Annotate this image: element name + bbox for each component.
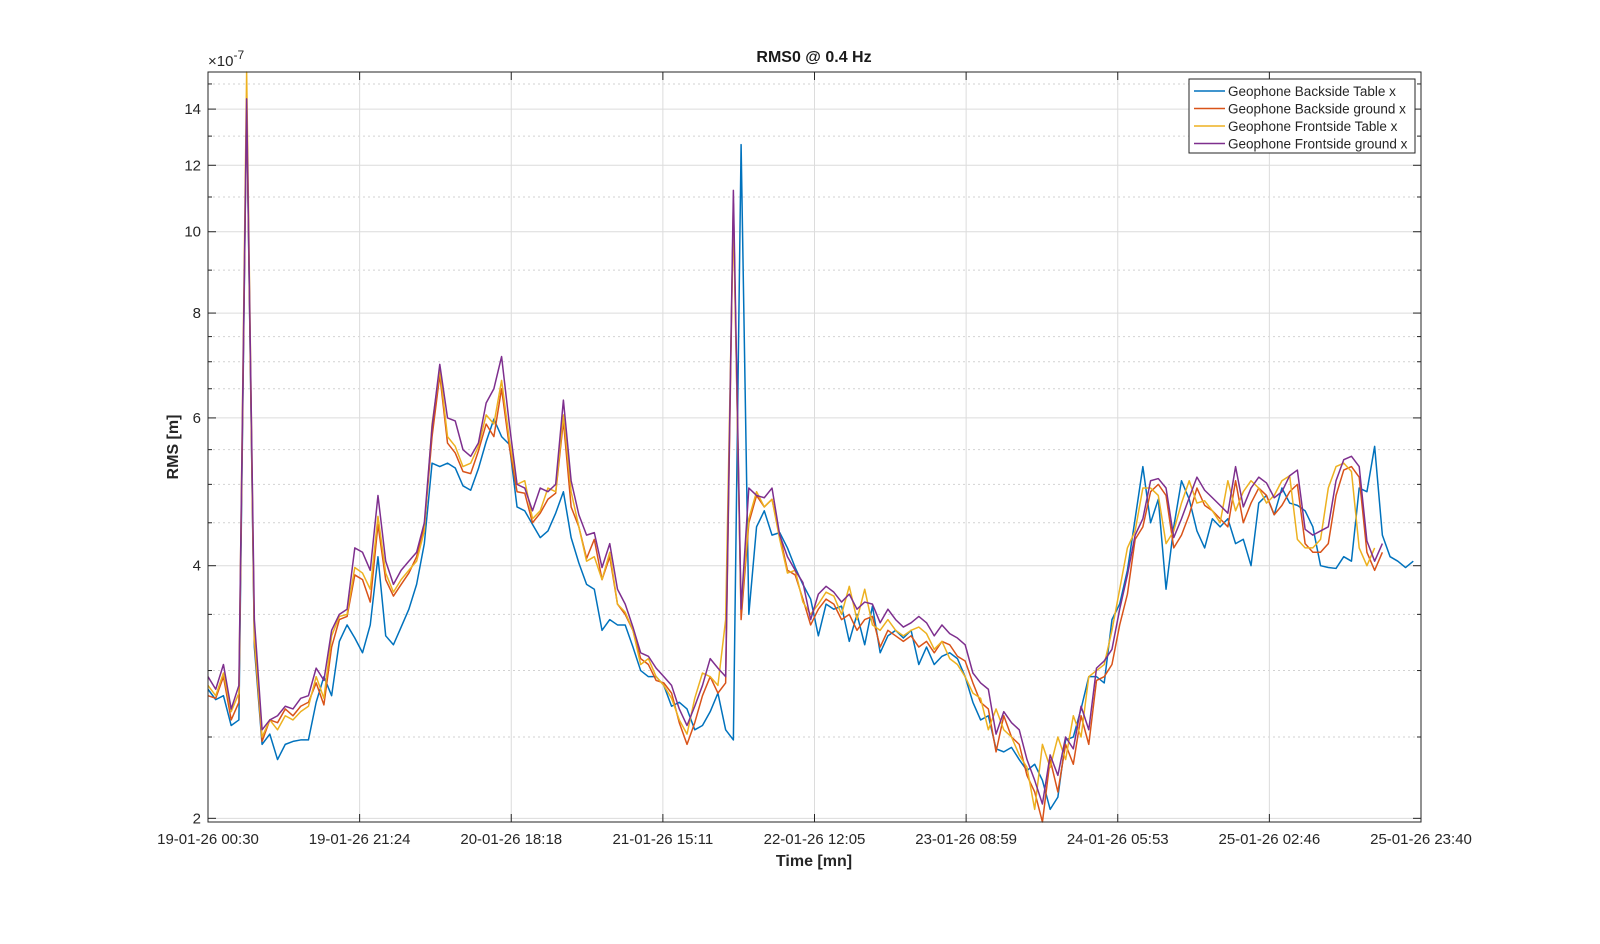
x-tick-label: 24-01-26 05:53 xyxy=(1067,831,1169,848)
legend-label: Geophone Frontside ground x xyxy=(1228,137,1408,152)
y-exponent-label: ×10-7 xyxy=(208,48,244,70)
y-axis-title: RMS [m] xyxy=(165,415,182,480)
legend: Geophone Backside Table x Geophone Backsi… xyxy=(1188,78,1416,154)
series-line-3 xyxy=(207,71,1376,811)
legend-label: Geophone Backside Table x xyxy=(1228,84,1396,99)
chart-title: RMS0 @ 0.4 Hz xyxy=(756,49,871,66)
x-tick-label: 21-01-26 15:11 xyxy=(613,831,714,848)
x-tick-labels: 19-01-26 00:30 19-01-26 21:24 20-01-26 18:… xyxy=(157,831,1472,848)
y-tick-labels: 2 4 6 8 10 12 14 xyxy=(184,101,201,827)
y-tick-label: 12 xyxy=(184,157,201,174)
x-tick-label: 22-01-26 12:05 xyxy=(764,831,866,848)
legend-label: Geophone Backside ground x xyxy=(1228,102,1406,117)
x-tick-label: 25-01-26 02:46 xyxy=(1219,831,1321,848)
legend-label: Geophone Frontside Table x xyxy=(1228,119,1398,134)
x-tick-label: 19-01-26 21:24 xyxy=(309,831,411,848)
series-line-2 xyxy=(207,100,1384,823)
x-tick-label: 20-01-26 18:18 xyxy=(460,831,562,848)
series-line-1 xyxy=(207,103,1414,811)
x-axis-title: Time [mn] xyxy=(776,853,852,870)
y-tick-label: 4 xyxy=(193,558,201,575)
legend-entries: Geophone Backside Table x Geophone Backsi… xyxy=(1194,84,1408,152)
series-lines xyxy=(207,71,1414,823)
series-line-4 xyxy=(207,98,1384,805)
axis-ticks xyxy=(207,72,1422,822)
legend-box xyxy=(1188,78,1416,154)
x-tick-label: 19-01-26 00:30 xyxy=(157,831,259,848)
x-tick-label: 25-01-26 23:40 xyxy=(1370,831,1472,848)
y-tick-label: 6 xyxy=(193,410,201,427)
y-tick-label: 8 xyxy=(193,305,201,322)
y-tick-label: 14 xyxy=(184,101,201,118)
y-tick-label: 2 xyxy=(193,810,201,827)
y-tick-label: 10 xyxy=(184,224,201,241)
x-tick-label: 23-01-26 08:59 xyxy=(915,831,1017,848)
